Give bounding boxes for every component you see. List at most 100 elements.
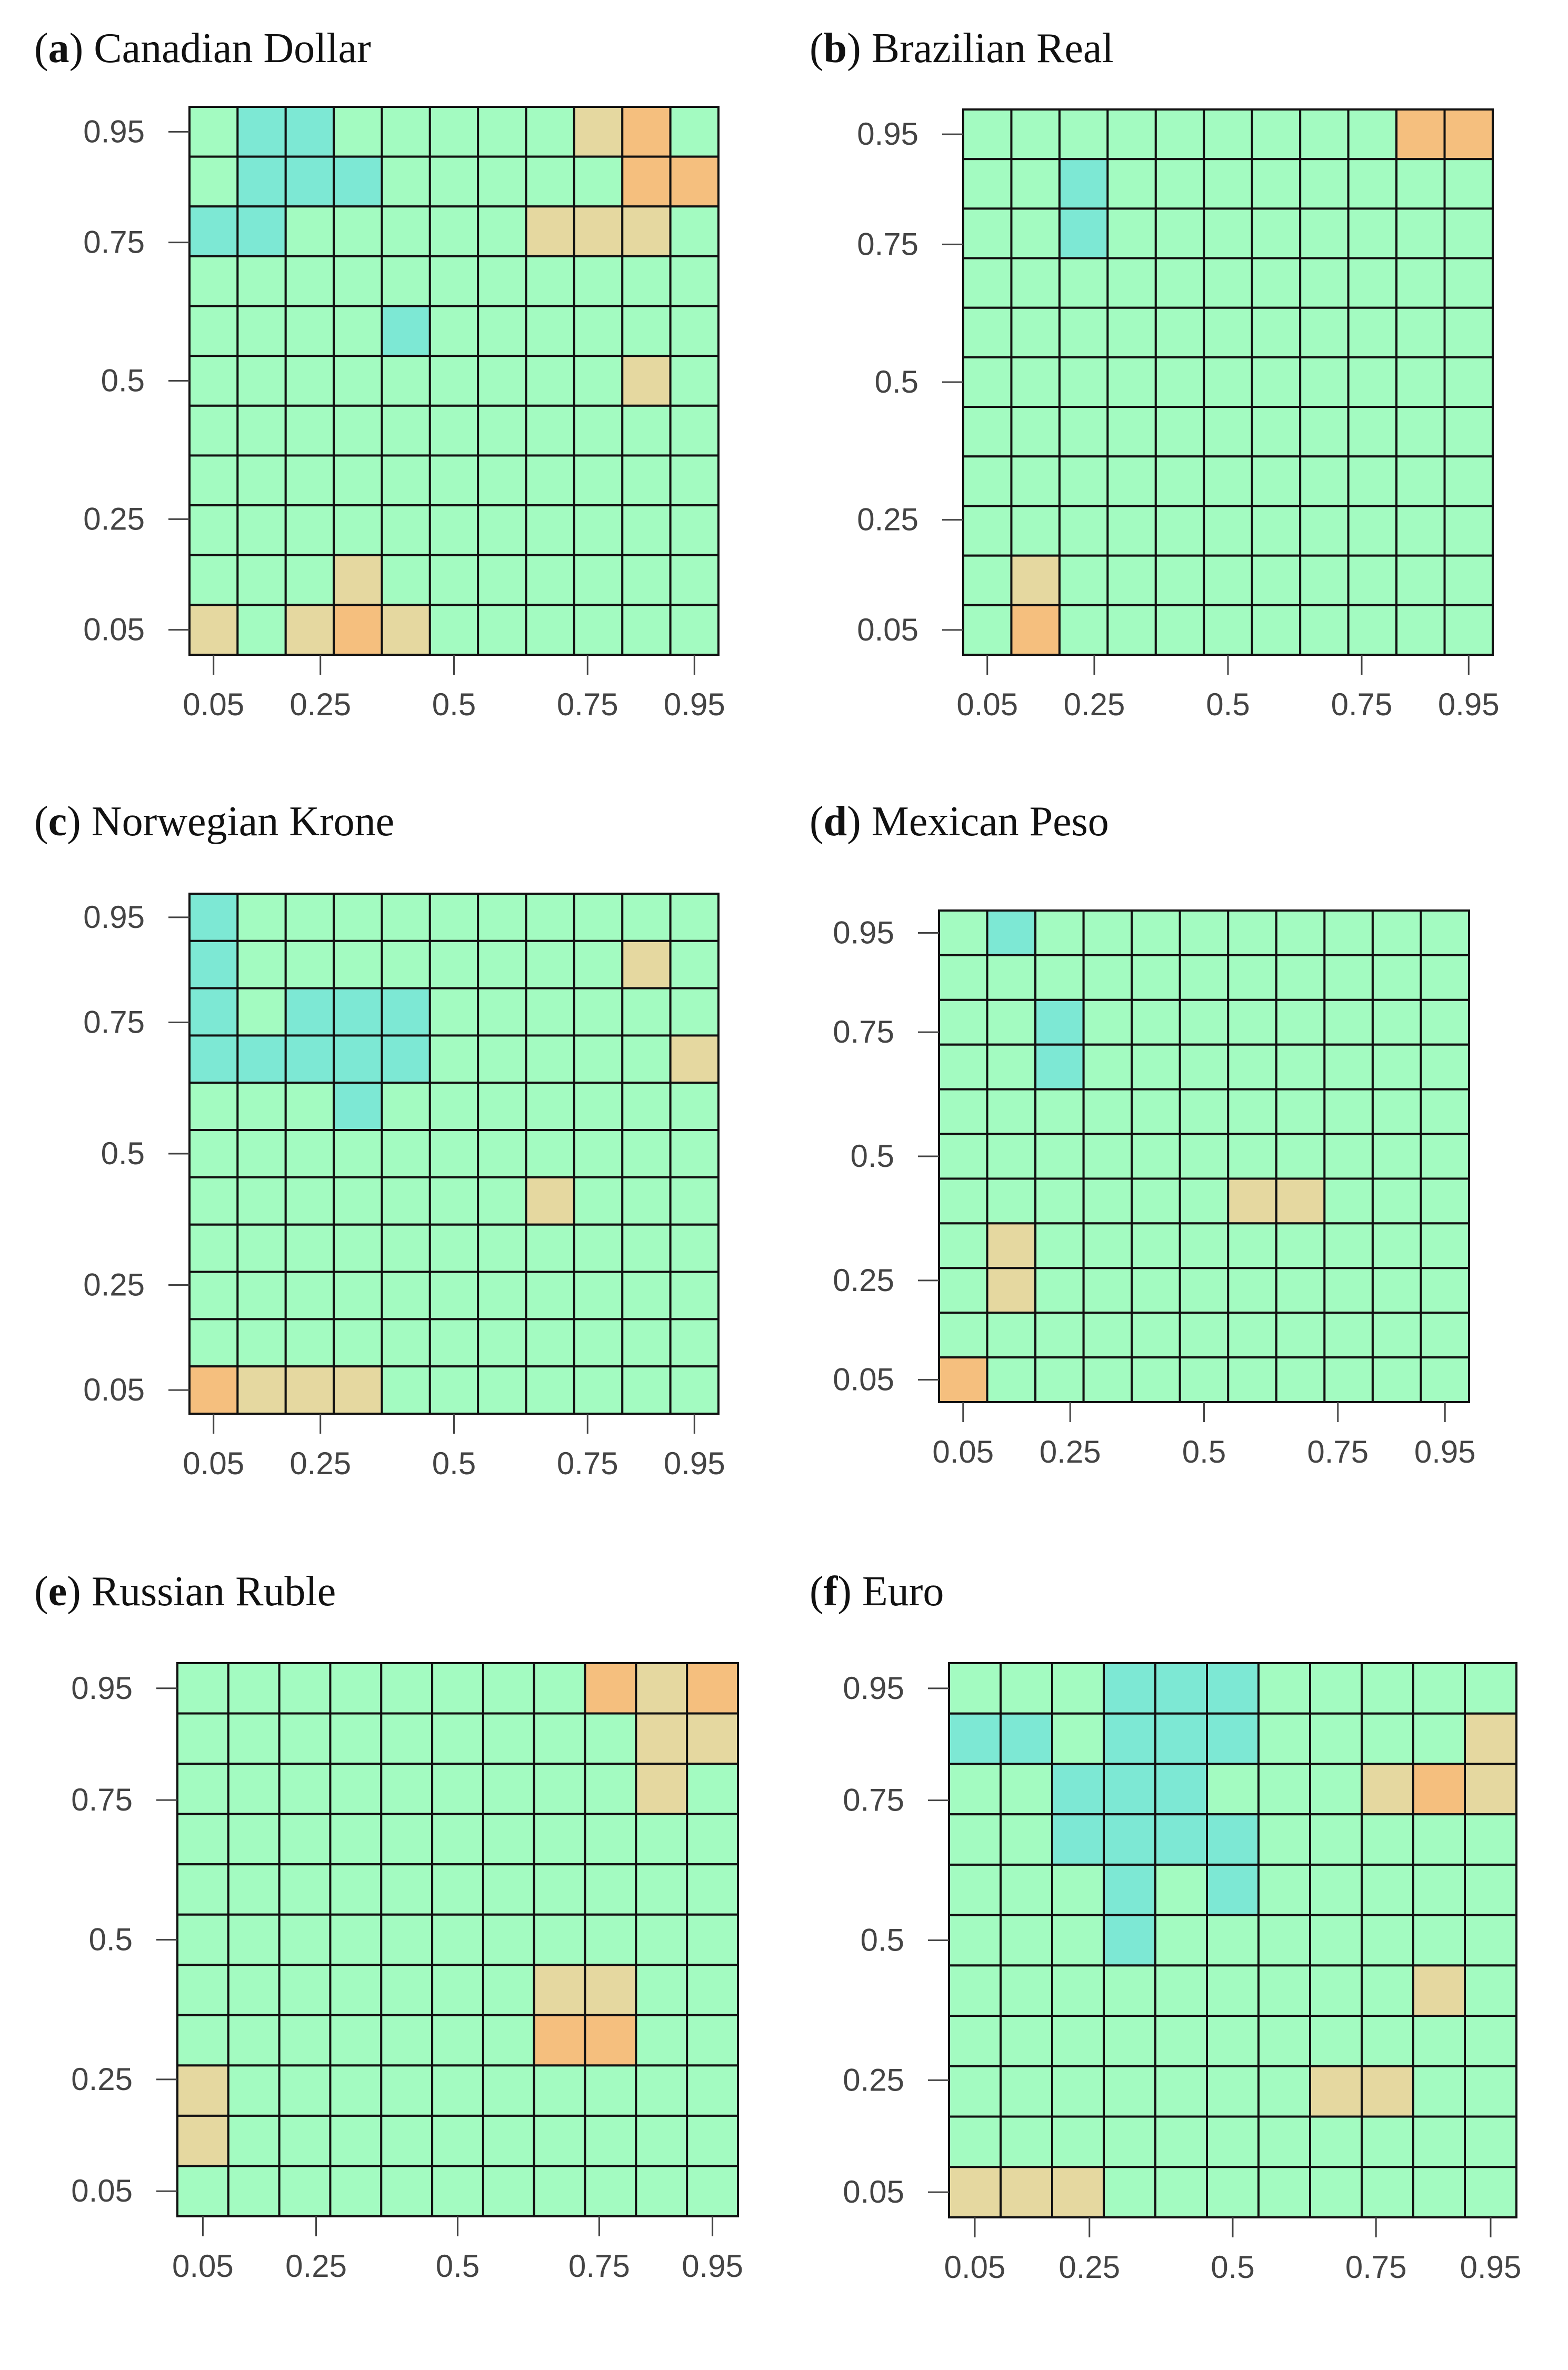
heatmap-cell: [428, 1129, 480, 1178]
heatmap-cell: [477, 404, 527, 457]
heatmap-cell: [329, 1662, 383, 1715]
heatmap-cell: [1412, 1813, 1466, 1866]
heatmap-cell: [525, 1034, 575, 1084]
x-tick-label: 0.25: [1040, 1434, 1101, 1469]
heatmap-cell: [333, 1365, 383, 1415]
y-axis: 0.05 0.25 0.5 0.75 0.95: [83, 114, 189, 647]
heatmap-cell: [333, 454, 383, 507]
heatmap-grid: [176, 1662, 739, 2218]
heatmap-cell: [1131, 954, 1181, 1001]
heatmap-cell: [1464, 1662, 1517, 1715]
heatmap-cell: [176, 1863, 229, 1916]
heatmap-cell: [669, 939, 720, 989]
heatmap-cell: [1227, 1312, 1277, 1359]
heatmap-cell: [1154, 2166, 1208, 2219]
y-tick-label: 0.05: [83, 1372, 145, 1407]
y-tick-label: 0.25: [833, 1263, 894, 1298]
heatmap-cell: [1412, 1964, 1466, 2017]
heatmap-cell: [573, 1318, 624, 1368]
heatmap-cell: [1034, 1133, 1085, 1180]
x-tick-label: 0.05: [172, 2248, 234, 2284]
heatmap-cell: [1082, 1043, 1133, 1091]
y-axis: 0.05 0.25 0.5 0.75 0.95: [857, 116, 963, 647]
heatmap-cell: [1251, 406, 1302, 458]
heatmap-cell: [1309, 1863, 1363, 1916]
heatmap-cell: [329, 2014, 383, 2067]
heatmap-cell: [236, 939, 287, 989]
heatmap-cell: [1179, 1222, 1230, 1269]
heatmap-cell: [1275, 998, 1326, 1046]
heatmap-cell: [669, 1082, 720, 1132]
heatmap-cell: [188, 1034, 239, 1084]
heatmap-cell: [1154, 158, 1205, 210]
heatmap-cell: [1154, 1863, 1208, 1916]
heatmap-cell: [1203, 554, 1253, 606]
heatmap-cell: [1034, 1222, 1085, 1269]
heatmap-cell: [1206, 1964, 1260, 2017]
heatmap-cell: [948, 1813, 1002, 1866]
heatmap-cell: [333, 504, 383, 556]
panel-title: (c) Norwegian Krone: [34, 798, 394, 845]
heatmap-cell: [573, 1129, 624, 1178]
heatmap-cell: [188, 1223, 239, 1273]
heatmap-cell: [1275, 1088, 1326, 1135]
heatmap-cell: [381, 355, 431, 407]
heatmap-cell: [431, 2014, 484, 2067]
heatmap-cell: [428, 305, 480, 357]
heatmap-cell: [1179, 954, 1230, 1001]
heatmap-cell: [284, 504, 335, 556]
heatmap-cell: [1154, 1914, 1208, 1967]
y-tick-label: 0.75: [833, 1014, 894, 1049]
heatmap-cell: [533, 1863, 586, 1916]
heatmap-cell: [1395, 207, 1446, 259]
heatmap-cell: [188, 893, 239, 942]
heatmap-cell: [236, 255, 287, 307]
y-tick-label: 0.05: [83, 612, 145, 647]
heatmap-cell: [1347, 257, 1398, 309]
heatmap-cell: [1464, 1863, 1517, 1916]
heatmap-grid: [188, 893, 720, 1415]
heatmap-cell: [1464, 1763, 1517, 1816]
heatmap-cell: [635, 1763, 688, 1815]
heatmap-cell: [284, 1034, 335, 1084]
heatmap-cell: [278, 1813, 332, 1866]
heatmap-cell: [1010, 356, 1061, 408]
heatmap-cell: [1395, 158, 1446, 210]
heatmap-cell: [986, 1267, 1037, 1314]
y-tick-label: 0.5: [851, 1138, 894, 1174]
heatmap-cell: [1371, 1088, 1422, 1135]
heatmap-cell: [380, 2114, 434, 2167]
x-tick-label: 0.25: [289, 687, 351, 722]
panel-euro: (f) Euro 0.05 0.25 0.5 0.75 0.95 0.05 0.25 0.5…: [810, 1568, 1521, 2285]
heatmap-cell: [482, 2114, 535, 2167]
y-tick-label: 0.75: [71, 1782, 133, 1817]
heatmap-cell: [236, 1223, 287, 1273]
y-tick-label: 0.25: [83, 1267, 145, 1302]
heatmap-cell: [986, 909, 1037, 956]
heatmap-cell: [1206, 1914, 1260, 1967]
heatmap-cell: [477, 554, 527, 606]
heatmap-cell: [1323, 1088, 1374, 1135]
heatmap-cell: [329, 2064, 383, 2117]
heatmap-cell: [1082, 1222, 1133, 1269]
heatmap-cell: [1051, 1763, 1105, 1816]
x-tick-label: 0.25: [1064, 687, 1125, 722]
heatmap-cell: [236, 1176, 287, 1226]
heatmap-cell: [533, 2165, 586, 2218]
heatmap-cell: [1251, 455, 1302, 507]
heatmap-cell: [188, 255, 239, 307]
heatmap-cell: [573, 1176, 624, 1226]
heatmap-cell: [333, 255, 383, 307]
heatmap-cell: [380, 1813, 434, 1866]
heatmap-cell: [1154, 356, 1205, 408]
heatmap-cell: [1206, 1813, 1260, 1866]
heatmap-cell: [621, 305, 672, 357]
heatmap-cell: [621, 1176, 672, 1226]
heatmap-cell: [1420, 1043, 1471, 1091]
heatmap-cell: [482, 1662, 535, 1715]
heatmap-cell: [621, 1034, 672, 1084]
heatmap-cell: [1082, 1088, 1133, 1135]
heatmap-cell: [1371, 1267, 1422, 1314]
heatmap-cell: [477, 1129, 527, 1178]
heatmap-cell: [176, 2114, 229, 2167]
